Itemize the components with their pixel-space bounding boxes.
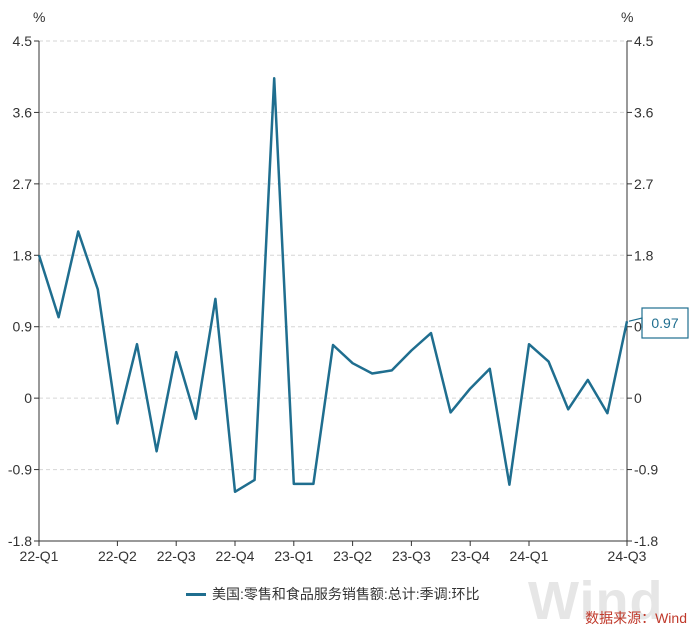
y-tick-label-right: -1.8 xyxy=(634,533,658,549)
y-tick-label-left: 1.8 xyxy=(13,247,33,263)
x-tick-label: 22-Q2 xyxy=(98,548,137,564)
x-tick-label: 24-Q1 xyxy=(510,548,549,564)
y-tick-label-left: 2.7 xyxy=(13,176,33,192)
y-tick-label-left: -0.9 xyxy=(8,462,32,478)
last-value-label: 0.97 xyxy=(651,315,678,331)
gridlines xyxy=(39,40,627,471)
axes xyxy=(38,41,628,542)
series-layer xyxy=(37,77,629,494)
callout-pointer xyxy=(628,317,643,328)
y-tick-label-left: 3.6 xyxy=(13,104,33,120)
series-line xyxy=(37,77,629,494)
x-tick-label: 23-Q2 xyxy=(333,548,372,564)
x-tick-label: 22-Q4 xyxy=(216,548,255,564)
x-tick-label: 24-Q3 xyxy=(608,548,647,564)
y-tick-label-left: 0 xyxy=(24,390,32,406)
y-axis-right: 4.53.62.71.80.90-0.9-1.8 xyxy=(627,33,658,549)
x-tick-label: 23-Q4 xyxy=(451,548,490,564)
left-unit-label: % xyxy=(33,9,45,25)
legend-swatch xyxy=(186,592,206,596)
x-tick-label: 23-Q1 xyxy=(274,548,313,564)
legend-label: 美国:零售和食品服务销售额:总计:季调:环比 xyxy=(212,586,480,602)
x-axis: 22-Q1 22-Q2 22-Q3 22-Q4 23-Q1 23-Q2 23-Q3 23-Q4… xyxy=(20,541,647,564)
y-tick-label-right: 4.5 xyxy=(634,33,654,49)
legend: 美国:零售和食品服务销售额:总计:季调:环比 xyxy=(186,584,480,604)
y-tick-label-right: 0 xyxy=(634,390,642,406)
y-axis-left: 4.5 3.6 2.7 1.8 0.9 0 -0.9 -1.8 xyxy=(8,33,39,549)
x-tick-label: 22-Q3 xyxy=(157,548,196,564)
y-tick-label-right: 2.7 xyxy=(634,176,654,192)
y-tick-label-right: 1.8 xyxy=(634,247,654,263)
y-tick-label-left: 4.5 xyxy=(13,33,33,49)
y-tick-label-right: 3.6 xyxy=(634,104,654,120)
y-tick-label-left: -1.8 xyxy=(8,533,32,549)
last-value-callout: 0.97 xyxy=(628,307,689,339)
x-tick-label: 22-Q1 xyxy=(20,548,59,564)
watermark: Wind xyxy=(528,571,664,631)
source-note: 数据来源：Wind xyxy=(585,610,687,626)
y-tick-label-right: -0.9 xyxy=(634,462,658,478)
x-tick-label: 23-Q3 xyxy=(392,548,431,564)
y-tick-label-left: 0.9 xyxy=(13,319,33,335)
right-unit-label: % xyxy=(621,9,633,25)
